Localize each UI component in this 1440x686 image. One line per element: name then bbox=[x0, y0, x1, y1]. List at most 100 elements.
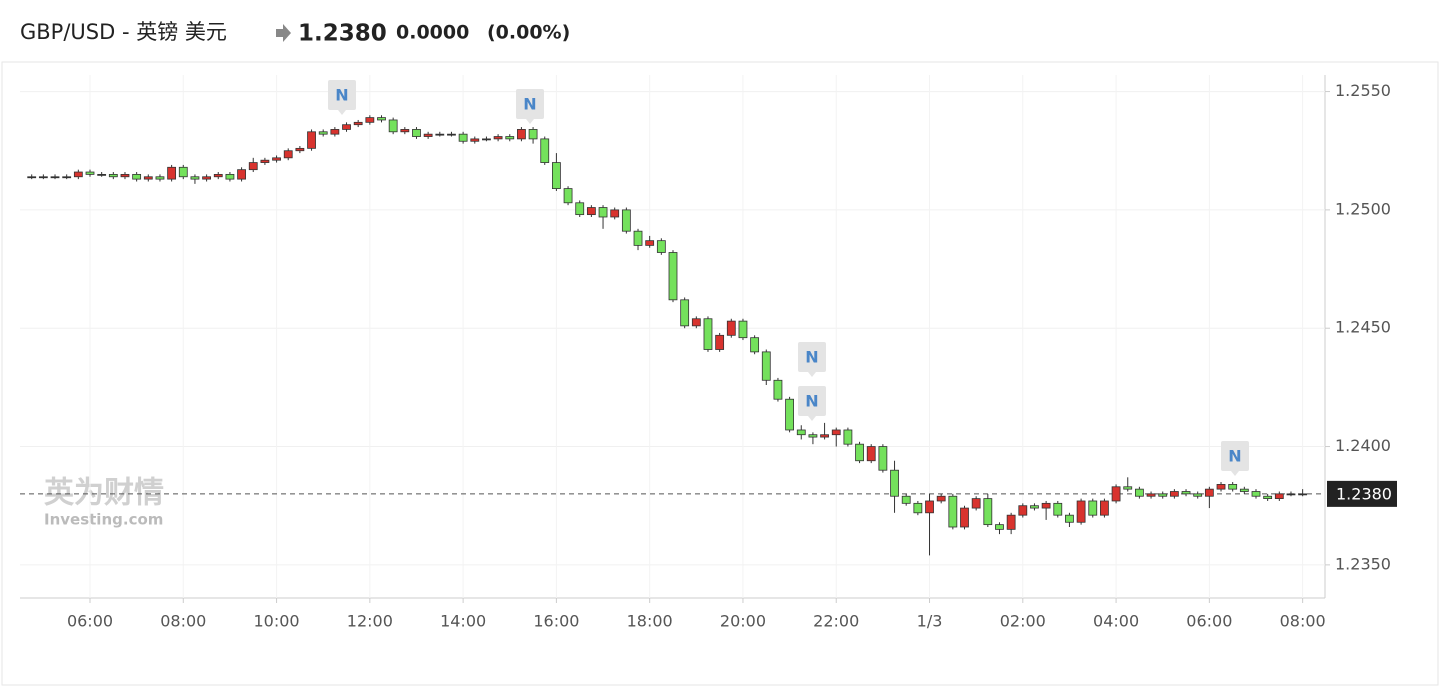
candle-body bbox=[808, 434, 818, 438]
candle-body bbox=[190, 176, 200, 180]
candle-body bbox=[38, 176, 48, 179]
candle-body bbox=[633, 230, 643, 246]
candle-body bbox=[1274, 493, 1284, 500]
news-marker bbox=[798, 342, 826, 372]
candle-body bbox=[482, 138, 491, 141]
candle-body bbox=[703, 318, 713, 350]
candle-body bbox=[388, 119, 398, 133]
candle-body bbox=[1216, 484, 1226, 490]
x-tick-label: 06:00 bbox=[67, 612, 113, 631]
candle-body bbox=[213, 173, 223, 178]
candle-body bbox=[1263, 495, 1273, 500]
last-price-box bbox=[1327, 480, 1397, 507]
candle-body bbox=[1228, 484, 1238, 490]
candle-body bbox=[995, 524, 1004, 530]
candle-body bbox=[1251, 491, 1261, 497]
x-tick-label: 22:00 bbox=[813, 612, 859, 631]
candle-body bbox=[691, 318, 701, 327]
candle-body bbox=[295, 147, 305, 152]
candle-body bbox=[586, 207, 596, 216]
candle-body bbox=[435, 133, 445, 136]
candle-body bbox=[167, 166, 177, 180]
news-marker-label: N bbox=[335, 86, 348, 105]
candle-body bbox=[517, 129, 526, 140]
candle-body bbox=[1239, 488, 1249, 492]
candle-body bbox=[1286, 493, 1296, 496]
candle-body bbox=[132, 173, 142, 180]
candle-body bbox=[400, 129, 410, 133]
news-marker-pointer bbox=[808, 372, 816, 377]
y-tick-label: 1.2450 bbox=[1335, 318, 1391, 337]
candle-body bbox=[458, 133, 468, 142]
candle-body bbox=[528, 129, 538, 140]
candle-body bbox=[143, 176, 153, 180]
y-tick-label: 1.2350 bbox=[1335, 554, 1391, 573]
candle-body bbox=[680, 299, 690, 327]
candle-body bbox=[178, 166, 188, 178]
candle-body bbox=[225, 173, 235, 180]
candle-body bbox=[353, 121, 363, 126]
candle-body bbox=[738, 320, 748, 339]
header-change: 0.0000 bbox=[396, 22, 469, 44]
candle-body bbox=[983, 498, 993, 526]
news-marker-label: N bbox=[523, 95, 536, 114]
x-tick-label: 04:00 bbox=[1093, 612, 1139, 631]
news-marker-pointer bbox=[526, 119, 534, 124]
x-tick-label: 08:00 bbox=[160, 612, 206, 631]
candle-body bbox=[575, 202, 585, 216]
candle-body bbox=[948, 495, 958, 528]
candle-body bbox=[890, 469, 899, 497]
candle-body bbox=[796, 429, 806, 436]
watermark: Investing.com bbox=[44, 511, 163, 529]
x-tick-label: 12:00 bbox=[347, 612, 393, 631]
candle-body bbox=[1018, 505, 1028, 516]
y-tick-label: 1.2400 bbox=[1335, 436, 1391, 455]
candle-body bbox=[62, 176, 72, 179]
candle-body bbox=[470, 138, 480, 142]
header-change-percent: (0.00%) bbox=[487, 22, 570, 44]
candle-body bbox=[925, 500, 934, 514]
candle-body bbox=[878, 446, 888, 471]
candle-body bbox=[73, 171, 83, 178]
candle-body bbox=[960, 507, 969, 528]
candle-body bbox=[715, 334, 725, 350]
candle-body bbox=[1204, 488, 1214, 497]
candle-body bbox=[377, 117, 386, 121]
candle-body bbox=[936, 495, 946, 502]
candle-body bbox=[645, 240, 655, 246]
news-marker bbox=[798, 386, 826, 416]
x-tick-label: 06:00 bbox=[1186, 612, 1232, 631]
candle-body bbox=[598, 207, 608, 218]
arrow-icon bbox=[276, 24, 291, 42]
x-tick-label: 02:00 bbox=[1000, 612, 1046, 631]
news-marker-label: N bbox=[805, 348, 818, 367]
candle-body bbox=[913, 502, 923, 514]
candle-body bbox=[237, 169, 246, 180]
candle-body bbox=[773, 379, 783, 400]
candle-body bbox=[785, 398, 794, 431]
candle-body bbox=[1100, 500, 1109, 516]
candle-body bbox=[866, 446, 876, 462]
candle-body bbox=[447, 133, 456, 136]
candle-body bbox=[85, 171, 95, 175]
candle-body bbox=[656, 240, 666, 253]
candle-body bbox=[540, 138, 550, 163]
news-marker-label: N bbox=[1228, 447, 1241, 466]
candle-body bbox=[1065, 514, 1074, 523]
candle-body bbox=[155, 176, 165, 180]
candle-body bbox=[726, 320, 736, 336]
candle-body bbox=[1146, 493, 1156, 497]
candle-body bbox=[27, 176, 37, 179]
news-marker-pointer bbox=[808, 416, 816, 421]
news-marker-pointer bbox=[338, 110, 346, 115]
candle-body bbox=[97, 173, 107, 176]
candle-body bbox=[621, 209, 631, 232]
candle-body bbox=[1053, 502, 1063, 516]
candle-body bbox=[610, 209, 620, 218]
candle-body bbox=[750, 337, 760, 353]
last-price-label: 1.2380 bbox=[1336, 484, 1392, 503]
candle-body bbox=[318, 131, 328, 135]
candle-body bbox=[971, 498, 981, 509]
candle-body bbox=[505, 136, 515, 140]
candle-body bbox=[423, 133, 433, 137]
